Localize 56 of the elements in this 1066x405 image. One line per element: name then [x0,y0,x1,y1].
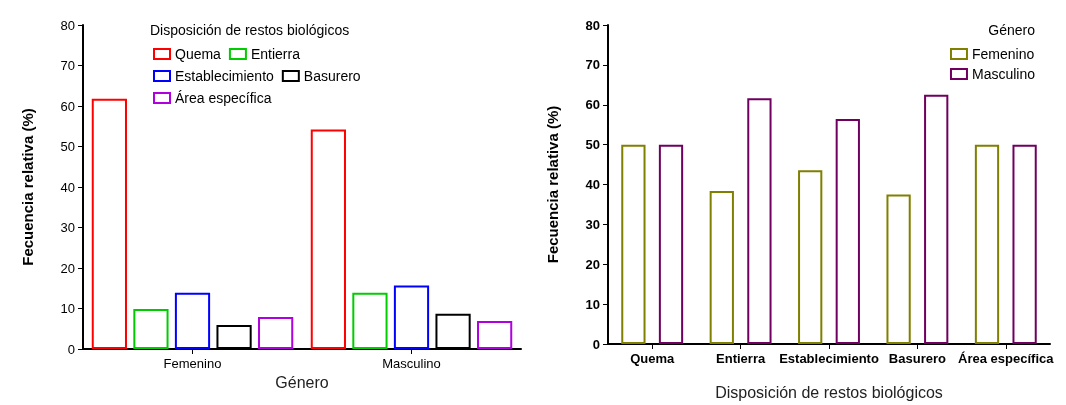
bar [174,292,211,349]
legend-title: Género [988,22,1036,38]
x-tick-label: Área específica [958,351,1055,366]
y-tick-label: 30 [60,220,75,235]
bar [709,190,734,344]
x-tick-label: Masculino [382,356,441,371]
bar [658,144,684,344]
y-tick-label: 40 [60,179,75,195]
bar [133,308,169,349]
y-tick-label: 70 [585,57,600,73]
y-tick-label: 30 [585,216,600,232]
legend-label: Masculino [971,66,1036,82]
legend-label: Quema [175,46,222,62]
bar [91,98,127,349]
y-tick-label: 50 [585,137,600,153]
y-tick-label: 0 [67,341,75,357]
bar [352,292,388,349]
bar [974,144,1000,344]
y-tick-label: 0 [592,336,600,352]
legend-label: Basurero [303,68,361,84]
y-axis-title: Fecuencia relativa (%) [19,108,36,266]
bar [747,98,772,344]
y-tick-label: 20 [60,260,75,276]
bar [1012,144,1037,344]
y-tick-label: 60 [585,97,600,113]
legend-label: Establecimiento [175,68,275,84]
y-axis-title: Fecuencia relativa (%) [544,105,561,264]
y-tick-label: 80 [60,17,75,33]
legend-label: Entierra [250,46,301,62]
x-tick-label: Quema [630,351,675,366]
bar [258,317,294,349]
bar [798,170,823,344]
legend-label: Área específica [175,90,272,106]
bar [310,129,346,349]
x-tick-label: Establecimiento [779,351,879,366]
x-tick-label: Basurero [888,351,946,366]
y-tick-label: 20 [585,256,600,272]
legend-label: Femenino [971,46,1035,62]
y-tick-label: 40 [585,177,600,192]
y-tick-label: 10 [585,296,600,312]
bar [835,119,860,344]
legend-title: Disposición de restos biológicos [150,22,350,38]
x-axis-title: Disposición de restos biológicos [715,383,943,401]
x-tick-label: Femenino [163,356,222,371]
bar [477,321,513,349]
x-tick-label: Entierra [716,351,766,366]
y-tick-label: 10 [60,301,75,316]
y-tick-label: 50 [60,139,75,154]
bar [393,285,430,349]
bar [621,144,646,344]
y-tick-label: 70 [60,58,75,73]
bar [924,94,949,344]
x-axis-title: Género [275,374,329,392]
y-tick-label: 60 [60,98,75,114]
bar [886,194,911,344]
y-tick-label: 80 [585,17,600,33]
